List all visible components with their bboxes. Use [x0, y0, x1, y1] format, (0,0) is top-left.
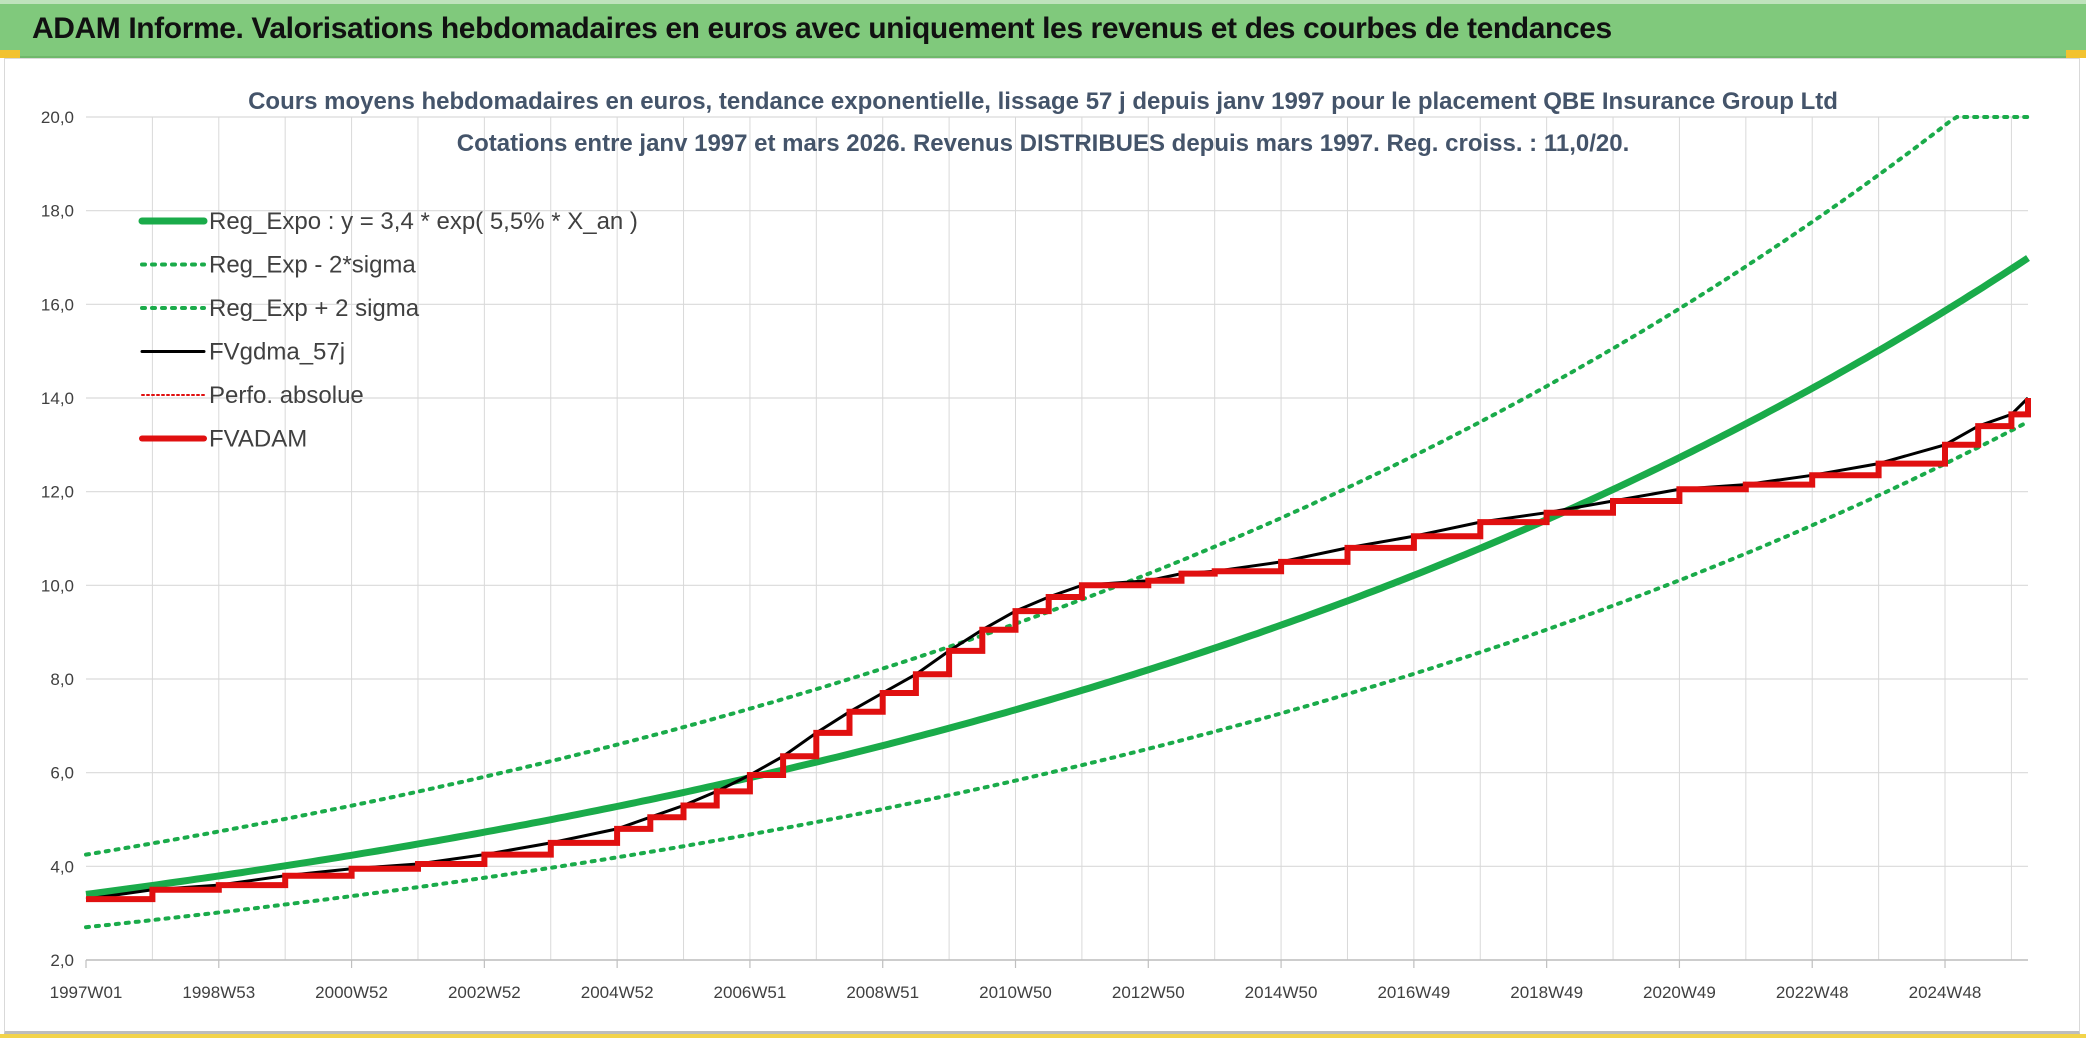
y-tick-label: 6,0	[50, 764, 74, 783]
y-tick-label: 2,0	[50, 951, 74, 970]
series-reg-exp-plus-2sigma	[84, 115, 2030, 857]
legend-label: Reg_Exp + 2 sigma	[209, 295, 420, 322]
x-tick-label: 2010W50	[979, 983, 1052, 1002]
x-tick-label: 2000W52	[315, 983, 388, 1002]
series-fvadam	[85, 398, 2031, 903]
y-tick-label: 4,0	[50, 857, 74, 876]
y-tick-label: 8,0	[50, 670, 74, 689]
legend-label: Reg_Exp - 2*sigma	[209, 252, 416, 279]
series-reg-expo	[85, 255, 2030, 898]
x-tick-label: 1997W01	[50, 983, 123, 1002]
x-tick-label: 2016W49	[1377, 983, 1450, 1002]
chart-gridlines	[86, 116, 2028, 961]
y-tick-label: 18,0	[41, 202, 74, 221]
chart-legend: Reg_Expo : y = 3,4 * exp( 5,5% * X_an ) R…	[138, 208, 638, 453]
y-tick-label: 20,0	[41, 108, 74, 127]
x-tick-label: 2018W49	[1510, 983, 1583, 1002]
x-tick-label: 2014W50	[1245, 983, 1318, 1002]
legend-label: FVgdma_57j	[209, 339, 345, 366]
x-tick-label: 2006W51	[714, 983, 787, 1002]
legend-label: FVADAM	[209, 426, 307, 453]
corner-accent-right	[2066, 50, 2086, 58]
x-tick-label: 2008W51	[846, 983, 919, 1002]
y-tick-label: 10,0	[41, 576, 74, 595]
y-tick-label: 12,0	[41, 483, 74, 502]
x-tick-label: 2004W52	[581, 983, 654, 1002]
report-title: ADAM Informe. Valorisations hebdomadaire…	[32, 12, 1612, 45]
legend-label: Reg_Expo : y = 3,4 * exp( 5,5% * X_an )	[209, 208, 638, 235]
legend-label: Perfo. absolue	[209, 382, 364, 409]
chart-axes: 2,0 4,0 6,0 8,0 10,0 12,0 14,0 16,0 18,0 20,0 1997…	[41, 108, 2028, 1002]
chart-title-line-2: Cotations entre janv 1997 et mars 2026. …	[457, 130, 1630, 157]
chart-title-line-1: Cours moyens hebdomadaires en euros, ten…	[248, 88, 1838, 115]
x-tick-label: 2022W48	[1776, 983, 1849, 1002]
x-tick-label: 1998W53	[182, 983, 255, 1002]
corner-accent-left	[0, 50, 20, 58]
header-banner: ADAM Informe. Valorisations hebdomadaire…	[0, 0, 2086, 58]
x-tick-label: 2012W50	[1112, 983, 1185, 1002]
x-tick-label: 2002W52	[448, 983, 521, 1002]
y-tick-label: 16,0	[41, 295, 74, 314]
bottom-accent-bar	[0, 1034, 2086, 1038]
x-tick-label: 2020W49	[1643, 983, 1716, 1002]
x-tick-label: 2024W48	[1909, 983, 1982, 1002]
series-reg-exp-minus-2sigma	[84, 419, 2030, 930]
chart-frame	[4, 58, 2080, 1034]
series-perfo-absolue	[85, 398, 2029, 900]
chart-series	[84, 115, 2031, 930]
y-tick-label: 14,0	[41, 389, 74, 408]
series-fvgdma-57j	[85, 396, 2030, 901]
